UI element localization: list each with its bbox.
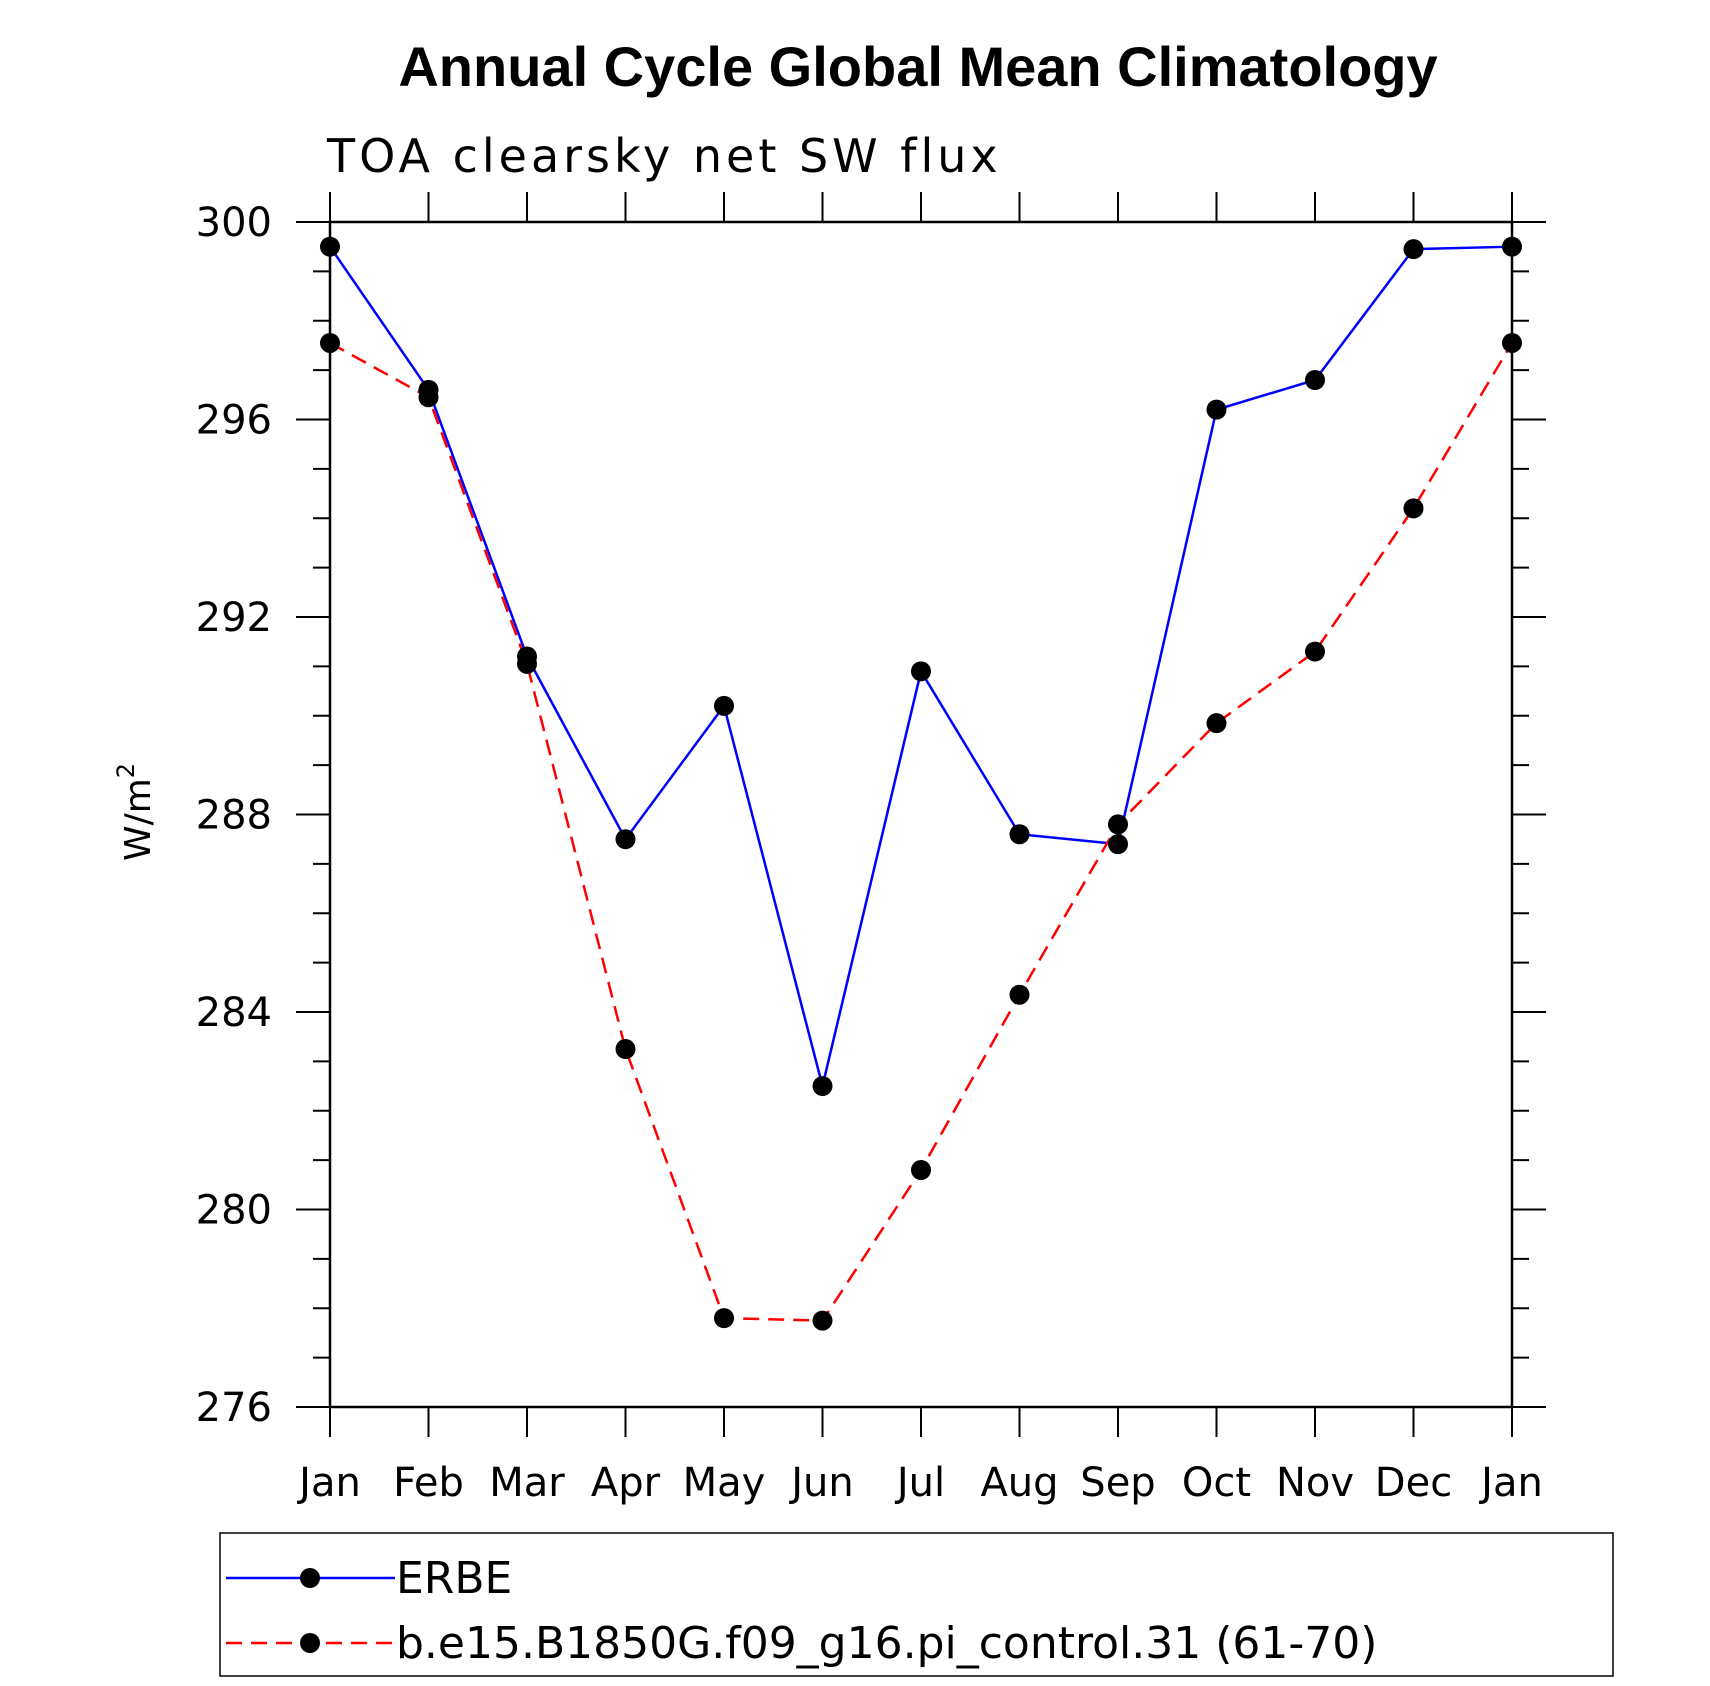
series-0-point <box>615 829 636 850</box>
legend: ERBE b.e15.B1850G.f09_g16.pi_control.31 … <box>219 1532 1614 1677</box>
x-tick-label: Jan <box>296 1460 361 1506</box>
chart-subtitle: TOA clearsky net SW flux <box>326 129 1002 183</box>
x-tick-label: May <box>683 1460 766 1506</box>
legend-box <box>219 1532 1614 1677</box>
series-0-point <box>812 1076 833 1097</box>
y-tick-label: 276 <box>196 1385 272 1431</box>
x-tick-label: Nov <box>1276 1460 1354 1506</box>
y-tick-label: 292 <box>196 595 272 641</box>
legend-marker-model <box>300 1633 320 1653</box>
series-0-point <box>1009 824 1030 845</box>
x-tick-label: Apr <box>591 1460 661 1506</box>
x-tick-label: Sep <box>1080 1460 1155 1506</box>
series-0-point <box>320 236 340 257</box>
y-axis-label: W/m2 <box>112 763 159 861</box>
series-1-point <box>517 653 537 674</box>
series-1-point <box>615 1039 636 1060</box>
series-0-point <box>714 695 734 716</box>
series-0-point <box>1206 399 1227 420</box>
x-tick-label: Oct <box>1182 1460 1251 1506</box>
series-1-point <box>1305 641 1325 662</box>
y-tick-label: 288 <box>196 793 272 839</box>
series-0-point <box>1108 834 1128 855</box>
y-axis-label-unit: W/m <box>118 778 159 861</box>
series-1-point <box>1403 498 1424 519</box>
series-0-point <box>1305 370 1325 390</box>
y-tick-label: 296 <box>196 398 272 444</box>
series-1-point <box>320 332 340 353</box>
series-1-point <box>1009 984 1030 1005</box>
series-layer <box>320 236 1522 1331</box>
x-tick-label: Jun <box>788 1460 854 1506</box>
series-0-point <box>911 661 931 682</box>
legend-label-model: b.e15.B1850G.f09_g16.pi_control.31 (61-7… <box>396 1618 1377 1669</box>
series-1-point <box>714 1308 734 1329</box>
x-tick-label: Feb <box>393 1460 464 1506</box>
plot-frame <box>328 220 1514 1409</box>
series-1-point <box>418 387 439 408</box>
series-1-point <box>1206 713 1227 734</box>
chart-title: Annual Cycle Global Mean Climatology <box>398 35 1437 98</box>
y-tick-label: 284 <box>196 990 272 1036</box>
y-tick-label: 300 <box>196 200 272 246</box>
x-tick-label: Dec <box>1375 1460 1452 1506</box>
series-1-point <box>1108 814 1128 835</box>
x-tick-label: Jan <box>1478 1460 1543 1506</box>
y-tick-label: 280 <box>196 1188 272 1234</box>
x-tick-label: Aug <box>980 1460 1058 1506</box>
x-tick-label: Jul <box>894 1460 945 1506</box>
series-0-point <box>1403 239 1424 260</box>
legend-label-erbe: ERBE <box>396 1553 512 1604</box>
series-1-point <box>1502 332 1522 353</box>
series-0-point <box>1502 236 1522 257</box>
y-axis-label-exponent: 2 <box>112 763 140 778</box>
legend-marker-erbe <box>300 1568 320 1588</box>
x-tick-label: Mar <box>489 1460 565 1506</box>
series-1-point <box>911 1160 931 1180</box>
axes: 276 280 284 288 292 296 300 Jan Feb Mar Apr May Jun J… <box>196 192 1546 1506</box>
series-1-point <box>812 1310 833 1331</box>
